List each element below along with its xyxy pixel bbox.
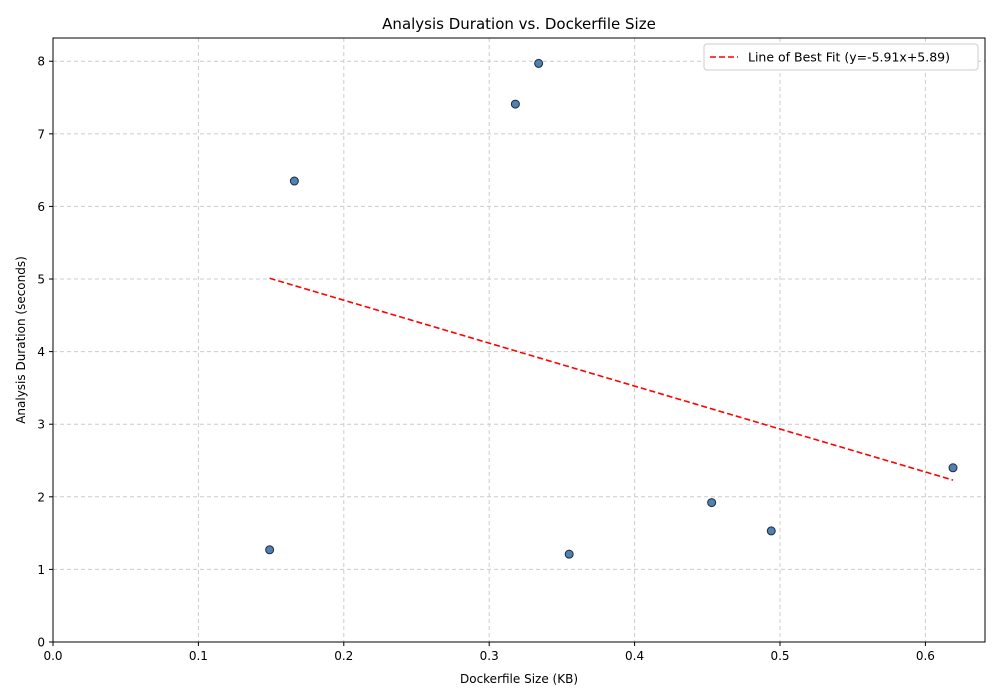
data-point: [707, 498, 717, 508]
data-point: [265, 545, 275, 555]
y-axis-ticks: 0 1 2 3 4 5 6 7 8: [37, 55, 53, 650]
x-axis-label: Dockerfile Size (KB): [460, 672, 578, 686]
legend: Line of Best Fit (y=-5.91x+5.89): [703, 43, 979, 71]
x-tick-label: 0.0: [43, 649, 62, 663]
x-tick-label: 0.4: [625, 649, 644, 663]
data-point: [289, 176, 299, 186]
plot-area-frame: [52, 37, 986, 643]
best-fit-line-group: [269, 277, 954, 481]
x-tick-label: 0.2: [334, 649, 353, 663]
x-axis-ticks: 0.0 0.1 0.2 0.3 0.4 0.5 0.6: [43, 642, 935, 663]
y-tick-label: 4: [37, 345, 45, 359]
y-tick-label: 5: [37, 273, 45, 287]
x-tick-label: 0.3: [480, 649, 499, 663]
y-tick-label: 1: [37, 563, 45, 577]
y-tick-label: 2: [37, 490, 45, 504]
legend-label-best-fit: Line of Best Fit (y=-5.91x+5.89): [748, 50, 950, 65]
x-tick-label: 0.1: [189, 649, 208, 663]
data-point: [534, 58, 544, 68]
y-tick-label: 0: [37, 636, 45, 650]
legend-box: [703, 43, 979, 71]
data-point: [564, 549, 574, 559]
y-tick-label: 7: [37, 127, 45, 141]
data-point: [766, 526, 776, 536]
data-points: [265, 58, 958, 559]
chart-title: Analysis Duration vs. Dockerfile Size: [382, 15, 656, 33]
y-axis-label: Analysis Duration (seconds): [14, 256, 28, 424]
best-fit-line: [269, 277, 954, 481]
y-tick-label: 6: [37, 200, 45, 214]
y-tick-label: 3: [37, 418, 45, 432]
x-tick-label: 0.5: [770, 649, 789, 663]
x-tick-label: 0.6: [916, 649, 935, 663]
y-tick-label: 8: [37, 55, 45, 69]
data-point: [948, 463, 958, 473]
data-point: [510, 99, 520, 109]
